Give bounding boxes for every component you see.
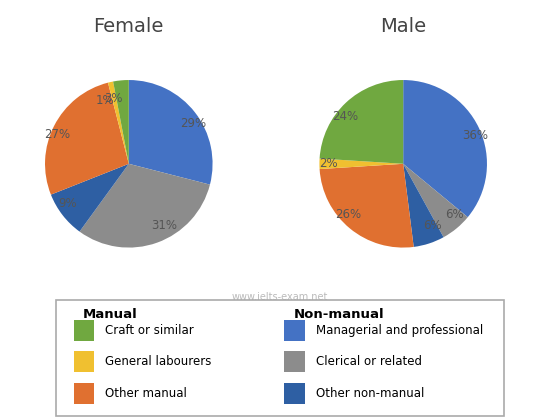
Text: 29%: 29% — [180, 117, 207, 130]
Text: 6%: 6% — [423, 219, 442, 232]
Text: Managerial and professional: Managerial and professional — [316, 324, 483, 337]
Text: Clerical or related: Clerical or related — [316, 355, 422, 368]
Text: Other non-manual: Other non-manual — [316, 387, 424, 400]
Text: www.ielts-exam.net: www.ielts-exam.net — [232, 292, 328, 302]
Text: Other manual: Other manual — [105, 387, 187, 400]
Text: 3%: 3% — [104, 92, 123, 105]
Wedge shape — [319, 158, 403, 169]
Bar — [284, 351, 305, 372]
Wedge shape — [403, 80, 487, 217]
Bar — [284, 383, 305, 404]
Text: 2%: 2% — [319, 158, 338, 170]
Text: 26%: 26% — [335, 207, 362, 220]
Text: Craft or similar: Craft or similar — [105, 324, 194, 337]
Text: Manual: Manual — [83, 308, 138, 321]
Wedge shape — [320, 80, 403, 164]
Text: General labourers: General labourers — [105, 355, 212, 368]
Text: 24%: 24% — [332, 110, 358, 123]
Wedge shape — [113, 80, 129, 164]
Title: Male: Male — [380, 17, 426, 36]
Text: 31%: 31% — [151, 219, 177, 232]
Text: 27%: 27% — [44, 128, 71, 141]
Wedge shape — [80, 164, 210, 247]
Bar — [74, 320, 94, 341]
Wedge shape — [129, 80, 213, 185]
Wedge shape — [108, 81, 129, 164]
Wedge shape — [45, 83, 129, 194]
Wedge shape — [403, 164, 468, 237]
Bar — [74, 351, 94, 372]
Text: 36%: 36% — [463, 129, 488, 142]
Title: Female: Female — [94, 17, 164, 36]
Bar — [284, 320, 305, 341]
Text: 9%: 9% — [59, 197, 77, 210]
Wedge shape — [320, 164, 414, 247]
Text: 1%: 1% — [96, 94, 115, 107]
Bar — [74, 383, 94, 404]
Text: Non-manual: Non-manual — [293, 308, 384, 321]
Wedge shape — [403, 164, 444, 247]
Text: 6%: 6% — [445, 207, 464, 220]
Wedge shape — [51, 164, 129, 231]
